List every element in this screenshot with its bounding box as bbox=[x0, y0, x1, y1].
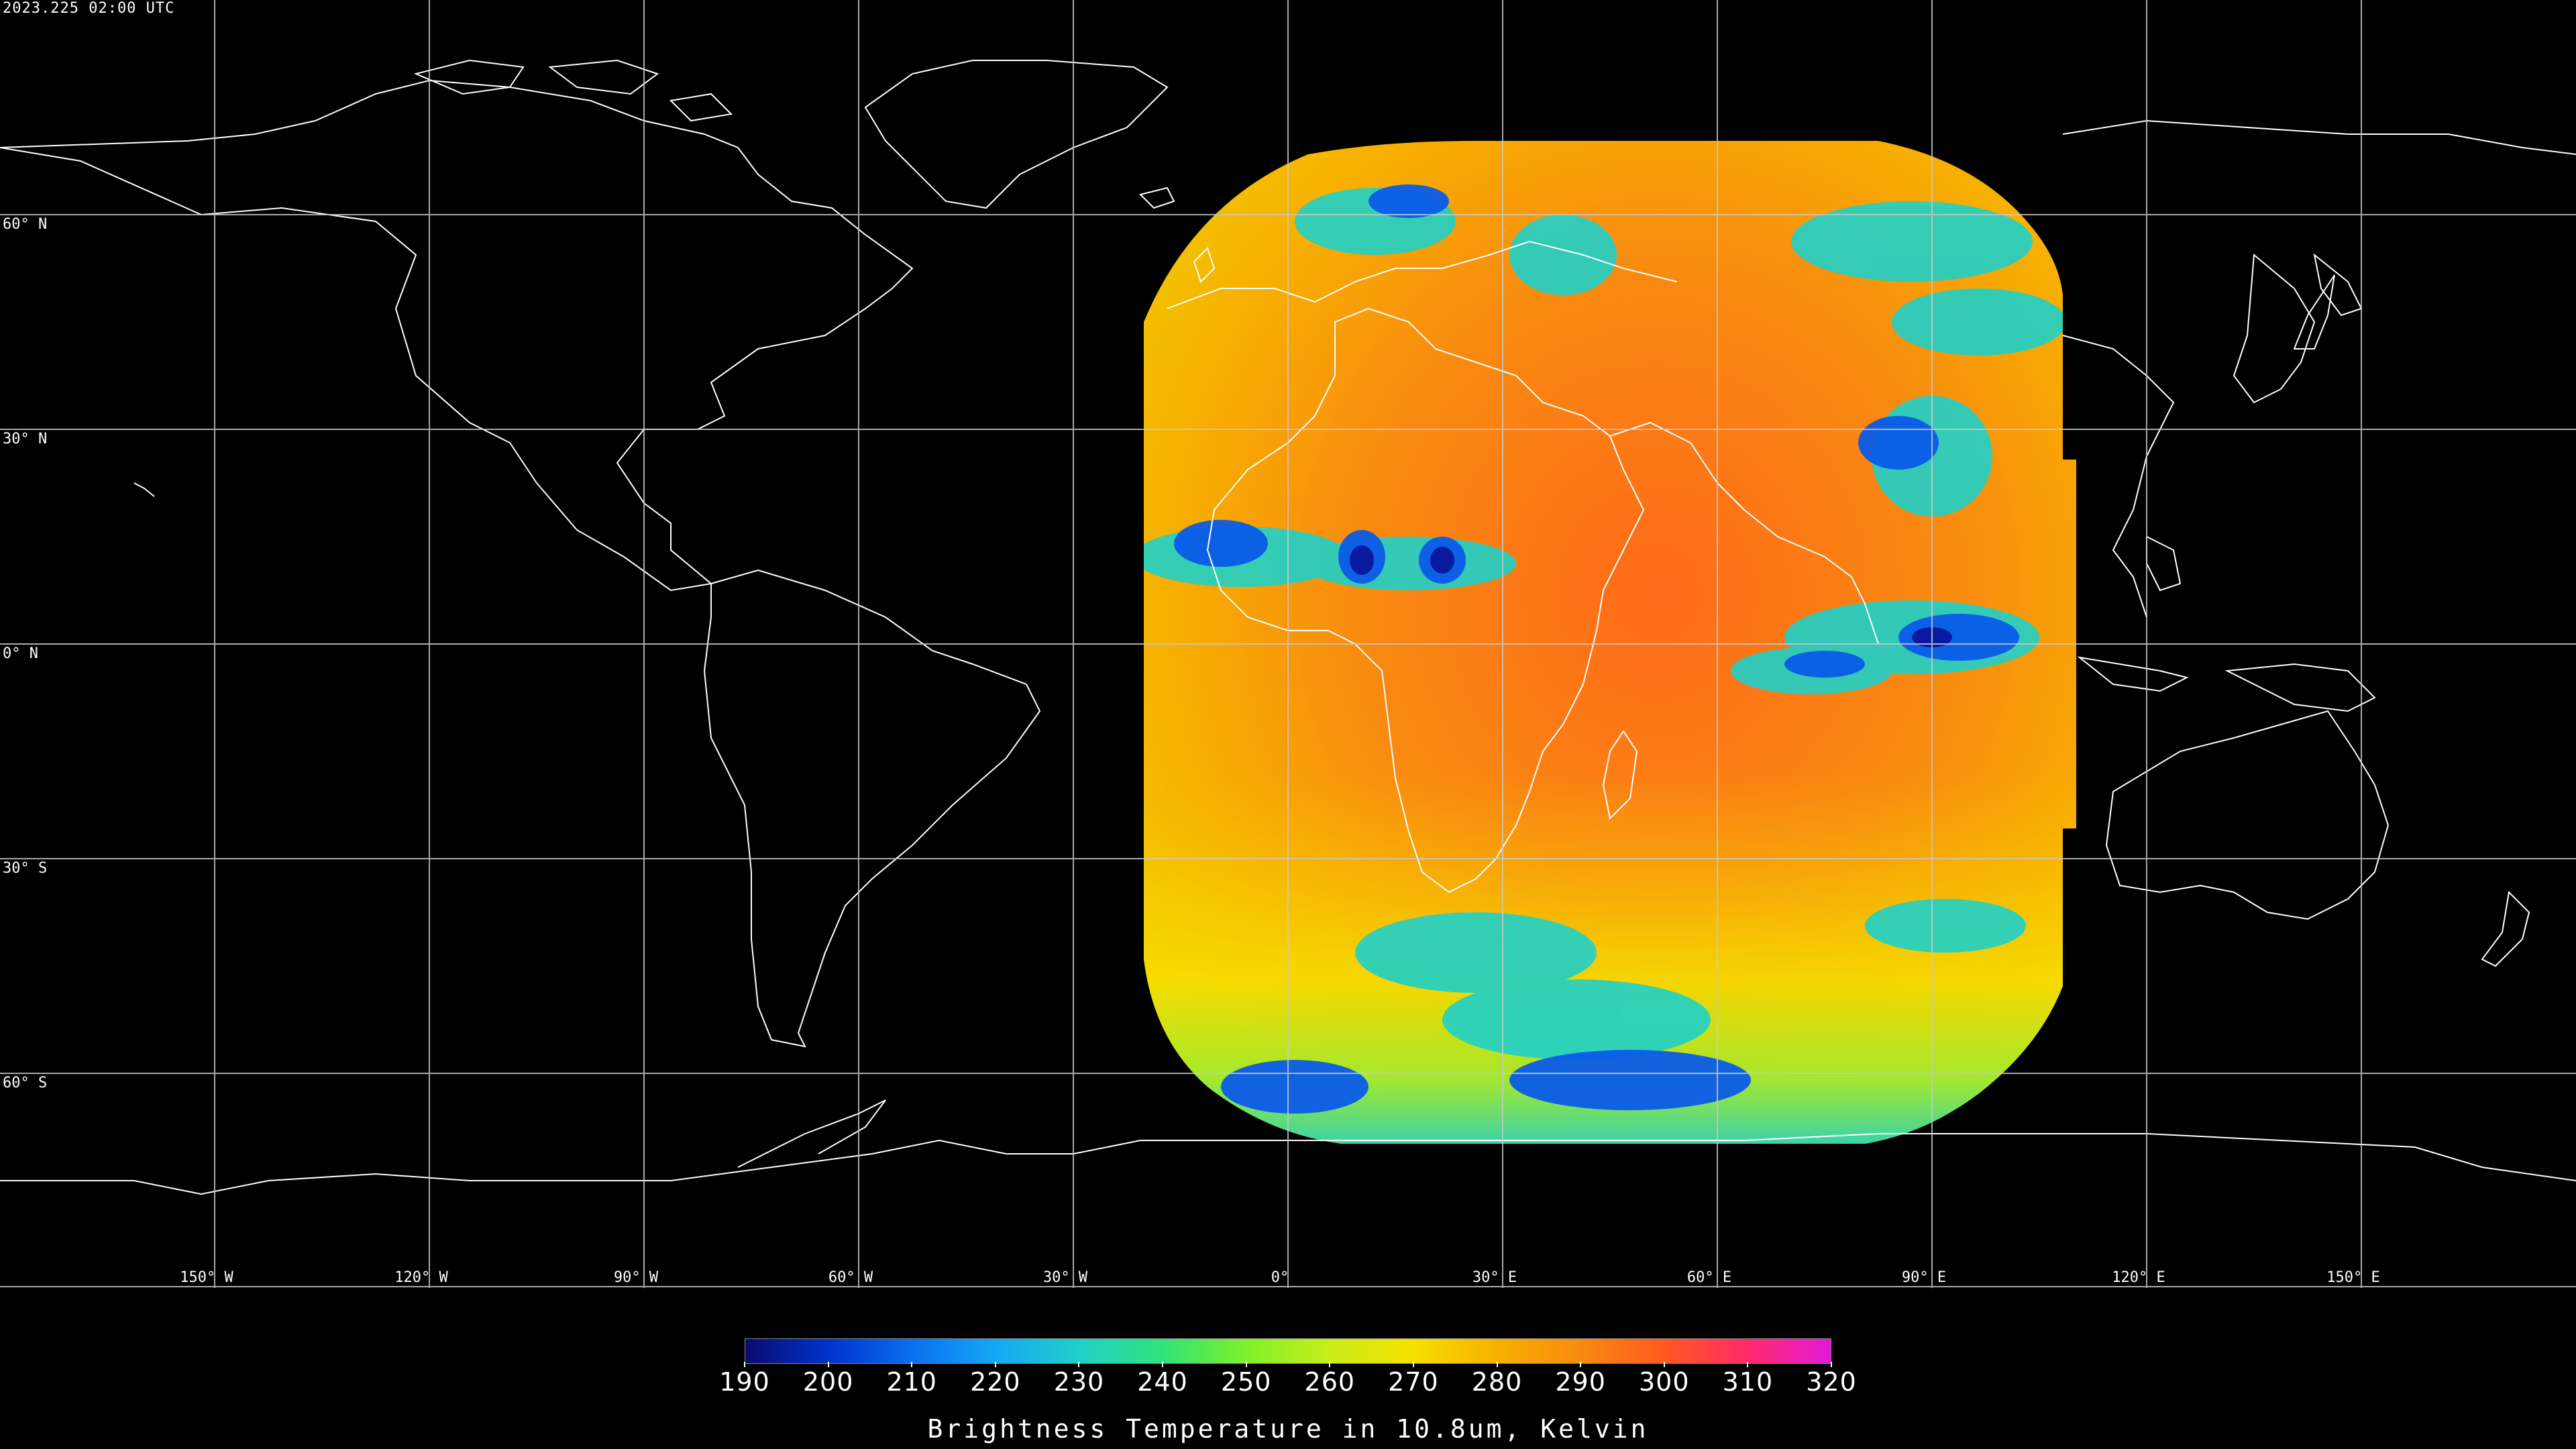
lon-label-60w: 60° W bbox=[828, 1269, 873, 1286]
lon-label-120e: 120° E bbox=[2112, 1269, 2165, 1286]
lon-label-150e: 150° E bbox=[2326, 1269, 2380, 1286]
colorbar-tick bbox=[1496, 1362, 1498, 1367]
colorbar-tick bbox=[911, 1362, 913, 1367]
world-map bbox=[0, 0, 2576, 1288]
colorbar bbox=[745, 1338, 1831, 1364]
colorbar-title: Brightness Temperature in 10.8um, Kelvin bbox=[927, 1414, 1649, 1444]
colorbar-tick bbox=[1663, 1362, 1665, 1367]
lon-label-30w: 30° W bbox=[1042, 1269, 1088, 1286]
colorbar-tick-label: 190 bbox=[719, 1367, 770, 1397]
colorbar-tick-label: 250 bbox=[1220, 1367, 1272, 1397]
colorbar-tick bbox=[744, 1362, 745, 1367]
lon-label-120w: 120° W bbox=[394, 1269, 448, 1286]
graticule bbox=[0, 0, 2576, 1288]
colorbar-tick bbox=[1078, 1362, 1080, 1367]
colorbar-tick-label: 230 bbox=[1053, 1367, 1105, 1397]
lon-label-90e: 90° E bbox=[1901, 1269, 1947, 1286]
colorbar-tick bbox=[1747, 1362, 1749, 1367]
colorbar-tick-label: 300 bbox=[1639, 1367, 1690, 1397]
colorbar-tick-label: 270 bbox=[1388, 1367, 1439, 1397]
lon-label-30e: 30° E bbox=[1472, 1269, 1517, 1286]
colorbar-tick-label: 310 bbox=[1722, 1367, 1774, 1397]
colorbar-tick bbox=[1245, 1362, 1247, 1367]
colorbar-tick bbox=[1329, 1362, 1331, 1367]
satellite-image bbox=[1144, 141, 2076, 1144]
lat-label-60n: 60° N bbox=[3, 216, 48, 233]
lat-label-60s: 60° S bbox=[3, 1075, 48, 1091]
colorbar-tick bbox=[1162, 1362, 1164, 1367]
lon-label-150w: 150° W bbox=[180, 1269, 233, 1286]
lat-label-30n: 30° N bbox=[3, 431, 48, 447]
colorbar-tick bbox=[1412, 1362, 1414, 1367]
timestamp: 2023.225 02:00 UTC bbox=[3, 0, 175, 17]
colorbar-tick-label: 220 bbox=[970, 1367, 1021, 1397]
lat-label-0n: 0° N bbox=[3, 645, 38, 662]
colorbar-tick-label: 320 bbox=[1806, 1367, 1857, 1397]
colorbar-tick bbox=[994, 1362, 996, 1367]
colorbar-tick-label: 260 bbox=[1304, 1367, 1356, 1397]
lon-label-90w: 90° W bbox=[613, 1269, 659, 1286]
colorbar-tick-label: 280 bbox=[1471, 1367, 1523, 1397]
colorbar-tick-label: 210 bbox=[886, 1367, 937, 1397]
colorbar-tick-label: 200 bbox=[802, 1367, 854, 1397]
lat-label-30s: 30° S bbox=[3, 860, 48, 877]
colorbar-tick-label: 290 bbox=[1555, 1367, 1606, 1397]
colorbar-tick-label: 240 bbox=[1137, 1367, 1188, 1397]
lon-label-60e: 60° E bbox=[1686, 1269, 1732, 1286]
colorbar-tick bbox=[827, 1362, 829, 1367]
lon-label-0: 0° bbox=[1271, 1269, 1289, 1286]
colorbar-tick bbox=[1580, 1362, 1582, 1367]
colorbar-tick bbox=[1831, 1362, 1832, 1367]
